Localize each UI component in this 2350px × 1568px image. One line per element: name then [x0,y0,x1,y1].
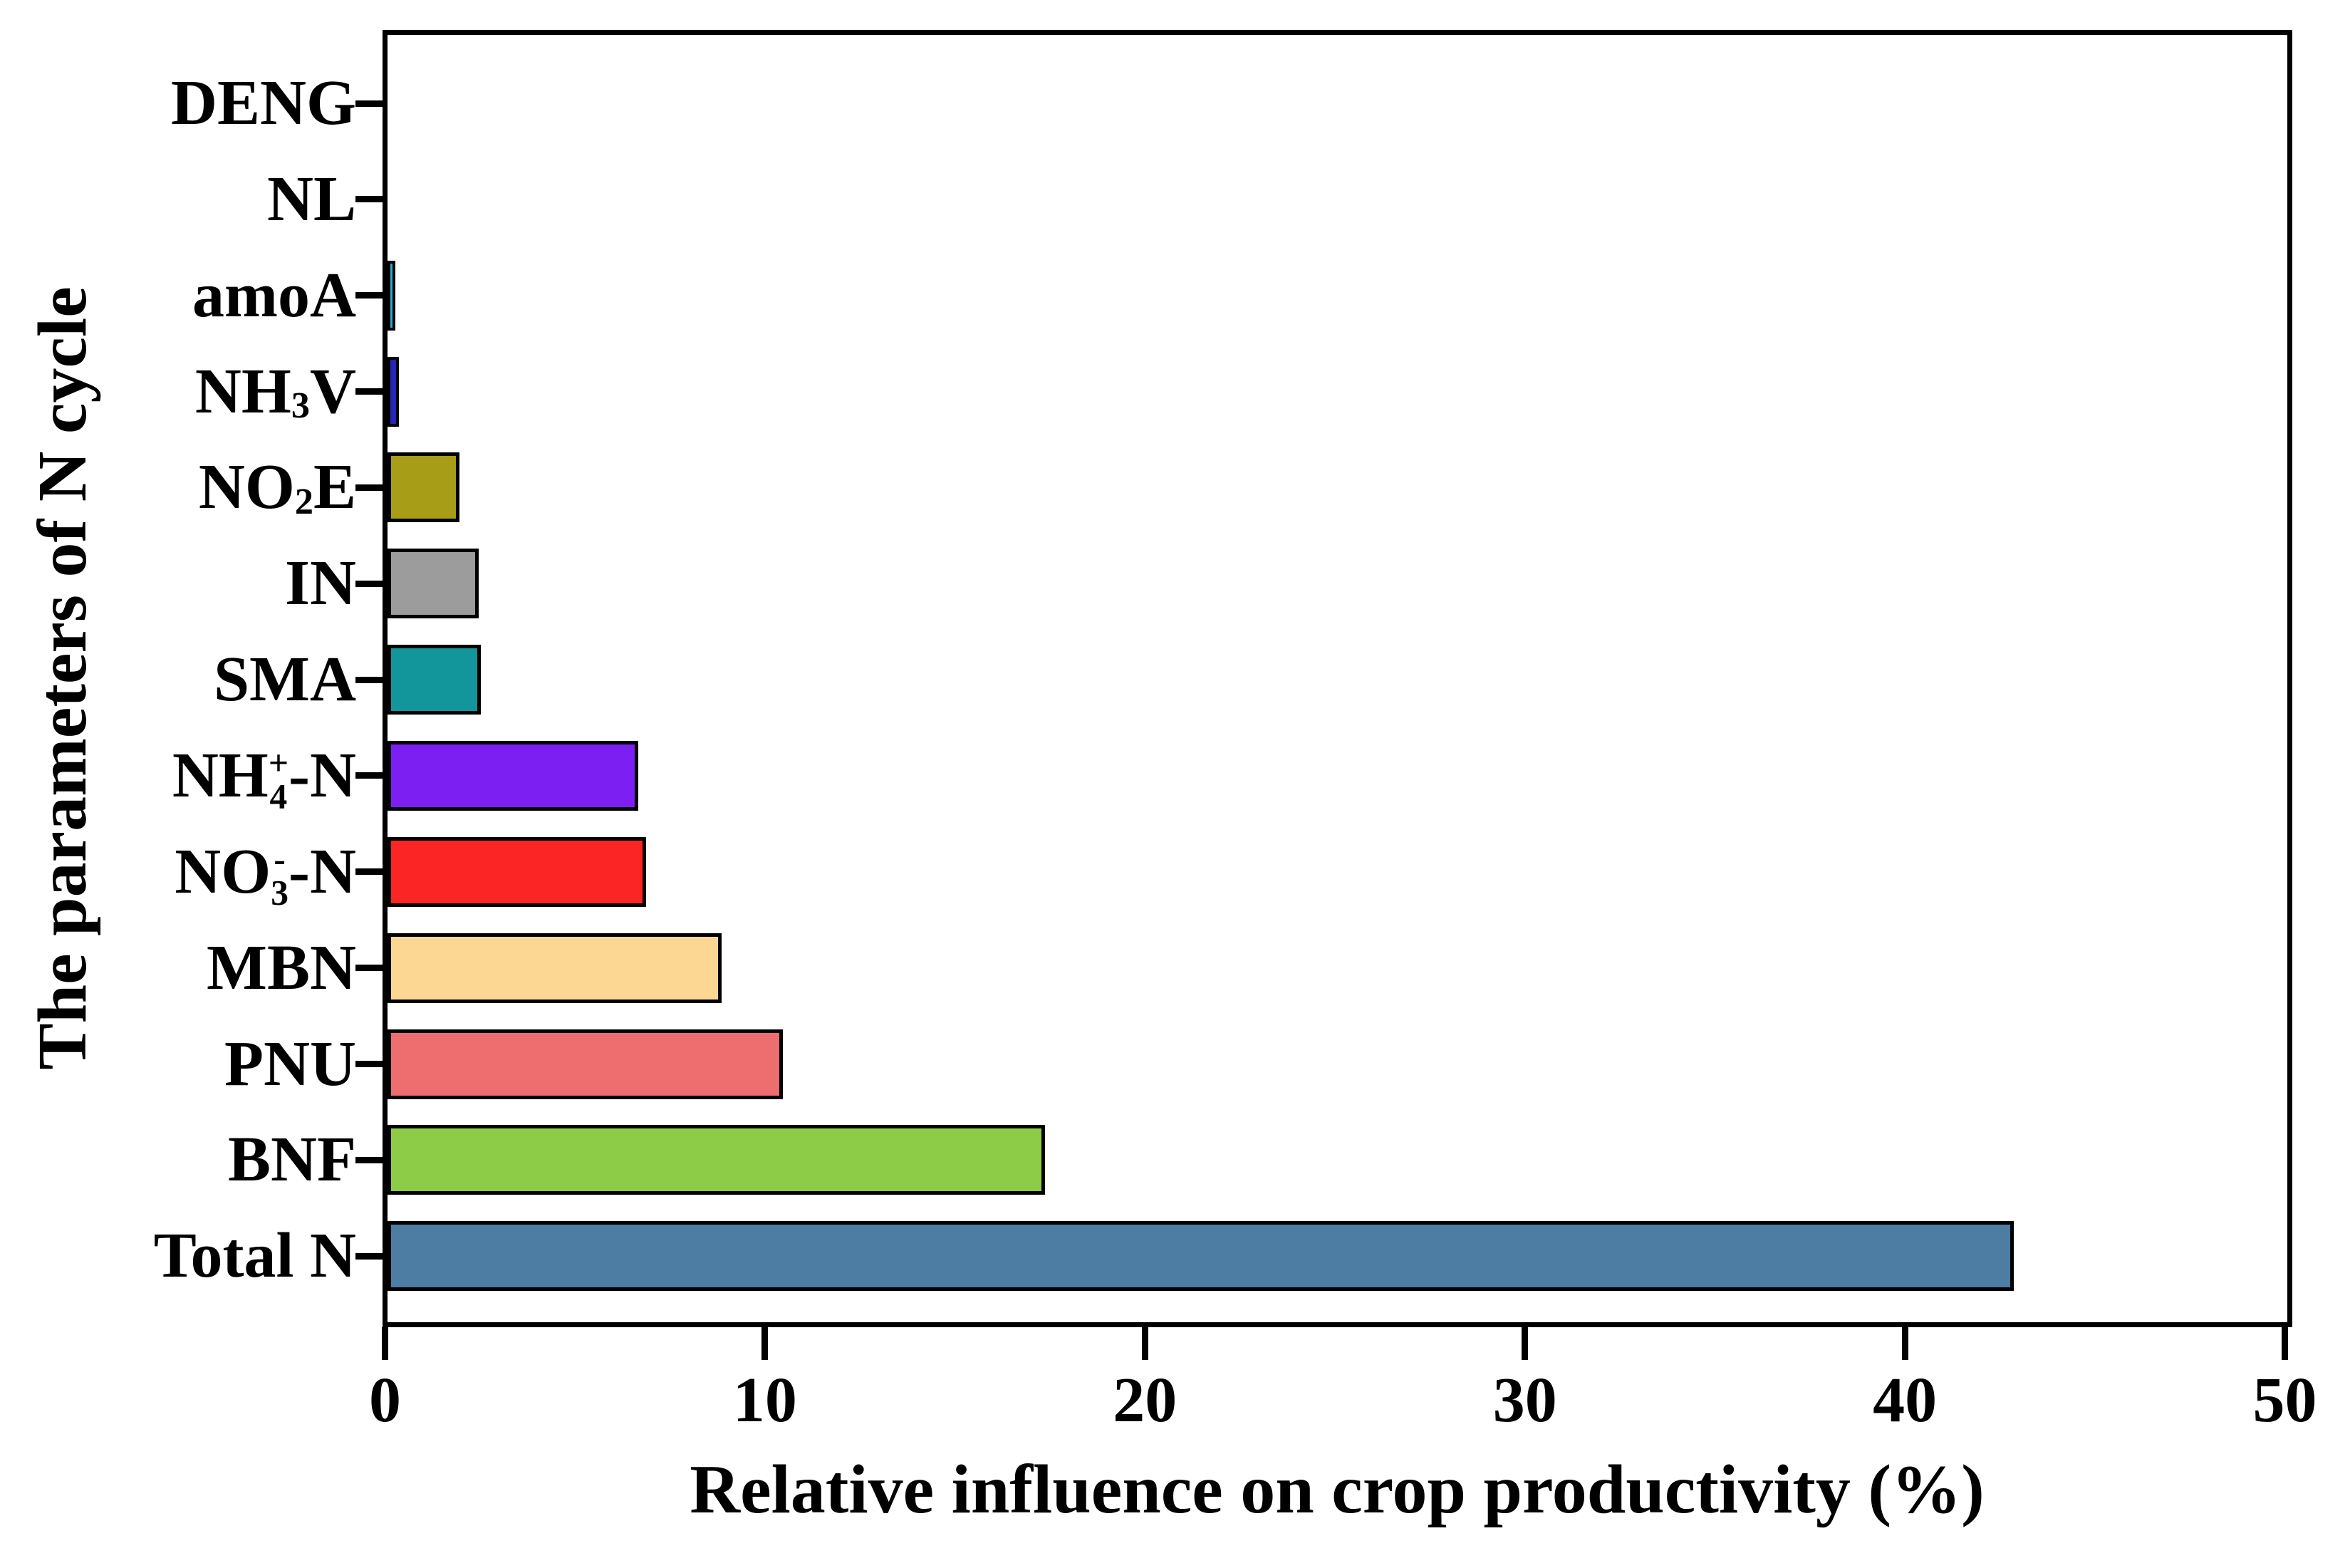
x-tick-label-30: 30 [1492,1365,1557,1435]
bar-pnu [388,1029,783,1099]
label-subscript: 4 [269,777,288,816]
y-category-label-pnu: PNU [28,1014,356,1114]
y-category-label-amoa: amoA [28,246,356,346]
bar-in [388,549,479,619]
label-text: amoA [192,259,356,331]
label-subscript: 3 [271,873,289,913]
x-tick [2282,1327,2288,1360]
x-axis-title: Relative influence on crop productivity … [690,1451,1985,1528]
plot-area [383,30,2292,1327]
bar-amoa [388,260,395,331]
label-text: -N [288,739,356,811]
y-tick [355,580,383,587]
label-text: Total N [153,1220,356,1292]
x-tick [382,1327,388,1360]
label-subscript: 2 [294,481,313,523]
y-tick [355,772,383,779]
y-category-label-no3-n: NO -3 -N [28,822,356,922]
x-tick-label-10: 10 [732,1365,797,1435]
y-tick [355,196,383,203]
label-text: -N [288,836,356,907]
x-tick [761,1327,769,1360]
label-sup-sub-stack: -3 [271,839,289,913]
label-text: NL [266,163,356,234]
label-superscript: - [274,839,286,879]
label-text: E [313,452,356,523]
x-tick [1901,1327,1908,1360]
y-tick [355,292,383,299]
y-tick [355,100,383,107]
bar-sma [388,645,481,715]
x-tick [1522,1327,1529,1360]
label-text: NH [172,739,269,811]
x-tick-label-50: 50 [2252,1365,2317,1435]
x-tick-label-0: 0 [369,1365,401,1435]
x-tick-label-40: 40 [1873,1365,1938,1435]
bar-no2e [388,452,460,523]
label-text: IN [284,548,356,619]
bar-total-n [388,1221,2014,1292]
y-category-label-sma: SMA [28,630,356,730]
label-text: NH [194,355,291,427]
bar-nh3v [388,356,399,427]
y-tick [355,388,383,395]
label-text: BNF [228,1124,356,1195]
x-tick [1141,1327,1148,1360]
label-text: NO [175,836,271,907]
bar-bnf [388,1125,1045,1195]
label-sup-sub-stack: +4 [268,743,289,816]
bar-nh4-n [388,740,639,811]
y-category-label-no2e: NO 2 E [28,437,356,537]
y-category-label-deng: DENG [28,53,356,153]
label-text: PNU [224,1028,356,1099]
y-tick [355,1061,383,1067]
y-category-label-nh3v: NH 3 V [28,342,356,442]
label-text: SMA [214,644,356,715]
label-text: NO [198,452,295,523]
y-category-label-in: IN [28,534,356,633]
label-text: MBN [207,932,356,1003]
y-category-label-nl: NL [28,150,356,249]
label-text: DENG [170,68,356,138]
label-text: V [310,355,356,427]
bar-mbn [388,933,722,1003]
y-tick [355,676,383,683]
x-tick-label-20: 20 [1113,1365,1177,1435]
label-superscript: + [268,743,289,783]
y-category-label-nh4-n: NH +4 -N [28,726,356,826]
y-category-label-mbn: MBN [28,918,356,1018]
y-tick [355,965,383,972]
y-tick [355,1156,383,1163]
y-category-label-bnf: BNF [28,1110,356,1210]
y-tick [355,1252,383,1260]
bar-no3-n [388,836,646,907]
y-tick [355,484,383,491]
label-subscript: 3 [291,385,310,427]
y-tick [355,868,383,876]
y-category-label-total-n: Total N [28,1206,356,1306]
